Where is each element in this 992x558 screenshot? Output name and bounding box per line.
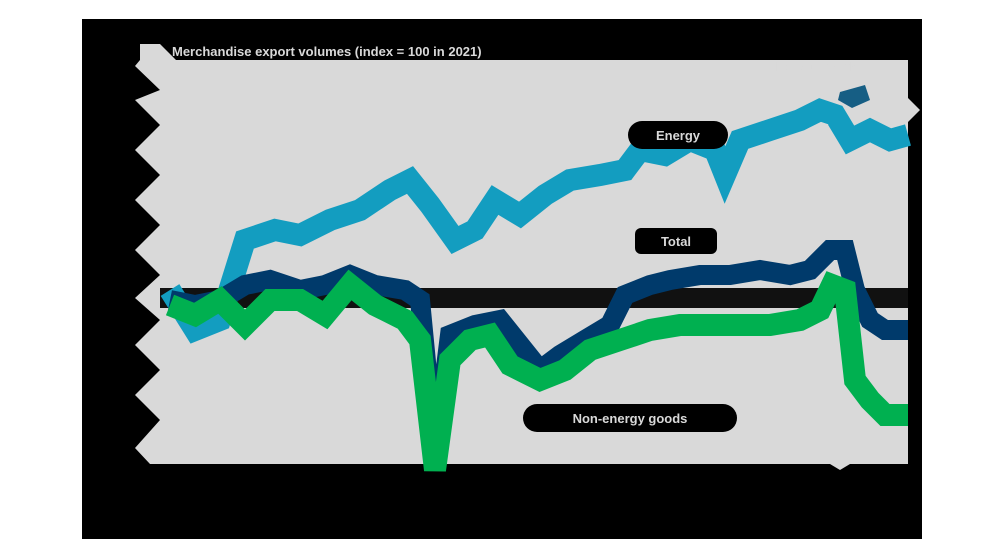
latest-month-marker xyxy=(838,85,870,108)
corner-label: Latest month xyxy=(776,59,858,74)
label-total: Total xyxy=(635,228,717,254)
svg-text:Total: Total xyxy=(661,234,691,249)
label-non-energy-goods: Non-energy goods xyxy=(523,404,737,432)
svg-text:Energy: Energy xyxy=(656,128,701,143)
label-energy: Energy xyxy=(628,121,728,149)
series-energy-line xyxy=(160,98,911,344)
svg-text:Non-energy goods: Non-energy goods xyxy=(573,411,688,426)
series-non-energy-line xyxy=(165,269,908,472)
series-total-line xyxy=(168,240,908,457)
chart-title: Merchandise export volumes (index = 100 … xyxy=(172,44,482,59)
